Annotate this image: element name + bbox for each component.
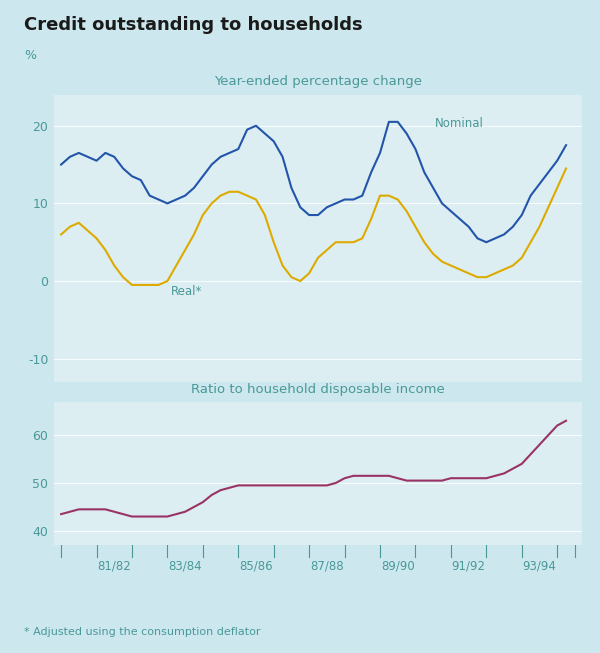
Text: Ratio to household disposable income: Ratio to household disposable income [191,383,445,396]
Text: * Adjusted using the consumption deflator: * Adjusted using the consumption deflato… [24,627,260,637]
Text: 93/94: 93/94 [523,560,556,572]
Text: Year-ended percentage change: Year-ended percentage change [214,74,422,88]
Text: 85/86: 85/86 [239,560,273,572]
Text: 91/92: 91/92 [452,560,485,572]
Text: 87/88: 87/88 [310,560,344,572]
Text: Real*: Real* [171,285,202,298]
Text: 83/84: 83/84 [169,560,202,572]
Text: Credit outstanding to households: Credit outstanding to households [24,16,362,35]
Text: 89/90: 89/90 [381,560,415,572]
Text: %: % [24,49,36,62]
Text: 81/82: 81/82 [97,560,131,572]
Text: Nominal: Nominal [435,118,484,131]
